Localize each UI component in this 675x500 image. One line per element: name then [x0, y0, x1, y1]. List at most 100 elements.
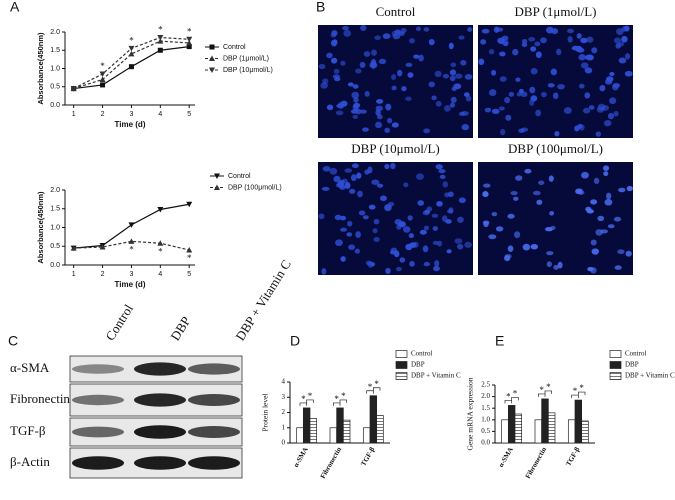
nucleus	[530, 46, 537, 52]
nucleus	[504, 96, 511, 104]
significance: *	[341, 391, 346, 401]
nucleus	[396, 266, 402, 272]
nucleus	[585, 54, 594, 60]
nucleus	[584, 67, 593, 74]
significance: *	[308, 391, 313, 401]
significance: *	[187, 26, 192, 36]
blot-band	[72, 456, 124, 470]
nucleus	[374, 35, 381, 41]
nucleus	[355, 231, 361, 239]
blot-band	[188, 426, 240, 438]
nucleus	[585, 206, 592, 212]
nucleus	[322, 166, 331, 172]
nucleus	[428, 38, 435, 46]
nucleus	[355, 68, 362, 74]
x-tick-label: α-SMA	[292, 446, 310, 469]
nucleus	[347, 82, 354, 87]
nucleus	[513, 196, 519, 201]
y-tick-label: 0.5	[50, 243, 60, 250]
nucleus	[529, 99, 535, 106]
marker	[128, 222, 135, 228]
nucleus	[498, 106, 505, 111]
nucleus	[481, 28, 490, 34]
legend-swatch	[609, 350, 622, 358]
marker	[70, 245, 77, 251]
y-tick-label: 1.0	[50, 224, 60, 231]
x-tick-label: Fibronectin	[319, 446, 343, 480]
significance: *	[158, 25, 163, 35]
x-axis-label: Time (d)	[115, 280, 146, 289]
significance: *	[301, 394, 306, 404]
legend-label: DBP	[411, 361, 425, 369]
marker	[186, 44, 192, 50]
nucleus	[624, 53, 631, 60]
blot-band	[134, 393, 186, 407]
nucleus	[510, 191, 518, 196]
nucleus	[579, 124, 585, 131]
nucleus	[431, 213, 439, 218]
blot-band	[188, 394, 240, 406]
nucleus	[428, 81, 436, 88]
nucleus	[461, 124, 470, 131]
bar	[296, 427, 304, 444]
y-tick-label: 0.0	[50, 102, 60, 109]
significance: *	[187, 253, 192, 263]
nucleus	[360, 24, 367, 32]
nucleus	[334, 214, 342, 221]
nucleus	[450, 96, 457, 104]
bar	[534, 419, 543, 444]
nucleus	[340, 60, 346, 66]
nucleus	[330, 32, 337, 38]
nucleus	[626, 185, 633, 192]
nucleus	[457, 243, 464, 250]
nucleus	[349, 188, 356, 194]
y-tick-label: 1.5	[481, 404, 490, 412]
nucleus	[612, 83, 621, 88]
micrograph-label: Control	[376, 4, 416, 19]
legend-swatch	[609, 372, 622, 380]
nucleus	[376, 98, 384, 104]
nucleus	[417, 200, 425, 206]
legend-label: DBP (10μmol/L)	[223, 67, 273, 74]
nucleus	[557, 83, 565, 90]
x-tick-label: 5	[187, 111, 191, 118]
nucleus	[390, 162, 396, 170]
nucleus	[553, 264, 559, 270]
nucleus	[522, 243, 531, 251]
nucleus	[580, 37, 588, 44]
blot-row-label: β-Actin	[10, 454, 50, 469]
nucleus	[409, 38, 415, 44]
nucleus	[546, 251, 554, 256]
significance: *	[573, 386, 578, 396]
nucleus	[530, 67, 538, 75]
nucleus	[369, 61, 378, 69]
nucleus	[491, 69, 497, 76]
nucleus	[401, 86, 407, 92]
nucleus	[478, 58, 485, 66]
y-tick-label: 2.0	[50, 29, 60, 36]
nucleus	[548, 175, 554, 182]
nucleus	[432, 226, 439, 231]
y-axis-label: Absorbance(450nm)	[36, 32, 45, 105]
significance: *	[334, 394, 339, 404]
nucleus	[340, 227, 347, 232]
nucleus	[493, 26, 500, 33]
nucleus	[480, 39, 487, 45]
nucleus	[454, 73, 463, 79]
nucleus	[451, 86, 457, 92]
nucleus	[483, 183, 491, 188]
panel-label: E	[495, 333, 504, 349]
bar	[336, 407, 344, 444]
nucleus	[384, 163, 390, 170]
nucleus	[403, 182, 409, 188]
nucleus	[333, 175, 341, 183]
nucleus	[386, 117, 393, 124]
nucleus	[391, 74, 397, 80]
bar	[567, 419, 576, 444]
bar	[362, 427, 371, 444]
nucleus	[332, 39, 338, 46]
nucleus	[528, 36, 536, 42]
nucleus	[433, 265, 440, 272]
blot-band	[72, 364, 124, 374]
nucleus	[483, 221, 489, 228]
